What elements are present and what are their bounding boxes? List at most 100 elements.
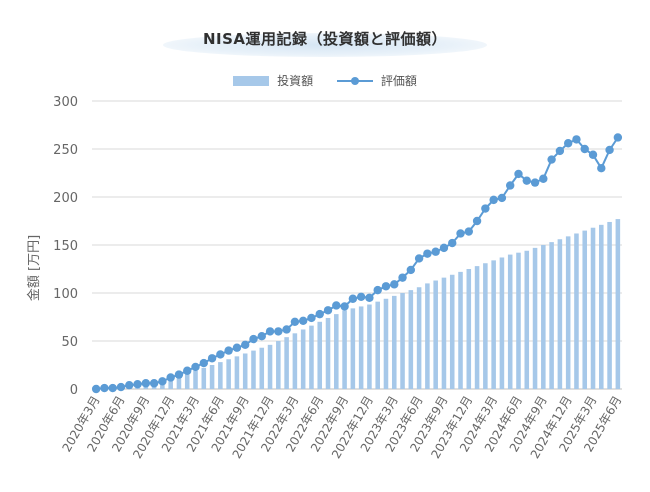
- bar: [425, 283, 430, 389]
- valuation-point: [423, 249, 432, 258]
- legend-label-investment: 投資額: [277, 74, 314, 88]
- valuation-point: [315, 309, 324, 319]
- valuation-point: [174, 370, 184, 379]
- valuation-point: [108, 383, 117, 393]
- bar: [458, 271, 463, 389]
- valuation-point: [597, 164, 606, 173]
- bar: [474, 266, 480, 389]
- bar: [367, 304, 372, 389]
- valuation-point: [116, 382, 126, 392]
- valuation-point: [497, 193, 507, 203]
- valuation-point: [91, 384, 101, 394]
- valuation-point: [282, 325, 291, 334]
- bar: [549, 242, 554, 389]
- valuation-point: [257, 332, 266, 341]
- valuation-point: [133, 380, 142, 389]
- bar: [342, 310, 347, 389]
- line-series-valuation: [91, 133, 623, 394]
- valuation-point: [224, 346, 233, 355]
- valuation-point: [307, 313, 316, 323]
- valuation-point: [141, 379, 151, 388]
- bar: [607, 221, 612, 389]
- valuation-point: [481, 204, 490, 213]
- bar: [350, 308, 356, 389]
- y-tick-labels: 0 50 100 150 200 250 300: [53, 95, 78, 398]
- y-tick-label: 0: [70, 383, 78, 398]
- bar: [276, 341, 281, 389]
- valuation-point: [207, 354, 217, 363]
- y-tick-label: 100: [53, 287, 78, 302]
- valuation-point: [522, 176, 531, 185]
- legend: 投資額 評価額: [0, 72, 650, 89]
- bar: [524, 250, 530, 389]
- bar: [516, 252, 521, 389]
- bar: [582, 230, 588, 389]
- legend-item-valuation: 評価額: [336, 72, 417, 89]
- valuation-point: [572, 135, 581, 144]
- valuation-line: [95, 136, 619, 390]
- bar: [483, 263, 488, 389]
- valuation-point: [166, 373, 175, 382]
- y-tick-label: 300: [53, 95, 78, 110]
- valuation-point: [298, 316, 308, 326]
- valuation-point: [555, 146, 565, 156]
- bar: [557, 239, 563, 389]
- bar: [259, 347, 265, 389]
- bar: [375, 301, 380, 389]
- valuation-point: [547, 155, 556, 164]
- valuation-point: [348, 294, 358, 303]
- bar: [292, 333, 298, 389]
- y-tick-label: 50: [61, 335, 78, 350]
- valuation-point: [149, 379, 159, 388]
- valuation-point: [290, 317, 300, 326]
- valuation-point: [381, 282, 391, 291]
- legend-item-investment: 投資額: [233, 72, 313, 89]
- valuation-point: [232, 343, 242, 352]
- valuation-point: [323, 306, 333, 315]
- bar: [358, 306, 364, 389]
- bar: [590, 227, 596, 389]
- bar: [193, 370, 198, 389]
- bar: [267, 344, 273, 389]
- valuation-point: [506, 181, 515, 190]
- bar: [309, 325, 314, 389]
- bar: [499, 257, 505, 389]
- bar: [317, 321, 323, 389]
- bar: [209, 365, 215, 389]
- valuation-point: [539, 174, 548, 183]
- valuation-point: [274, 327, 283, 336]
- valuation-point: [448, 238, 457, 248]
- valuation-point: [472, 216, 482, 226]
- bar: [284, 337, 289, 389]
- bar: [433, 280, 438, 389]
- valuation-point: [414, 254, 424, 263]
- bar: [541, 245, 546, 389]
- valuation-point: [530, 178, 540, 187]
- bar: [176, 376, 182, 389]
- bar: [184, 373, 190, 389]
- valuation-point: [580, 144, 589, 154]
- title-highlight: [163, 33, 487, 57]
- legend-label-valuation: 評価額: [380, 74, 417, 88]
- bar: [565, 236, 571, 389]
- valuation-point: [100, 383, 109, 393]
- legend-line-swatch: [336, 76, 373, 86]
- valuation-point: [489, 195, 498, 205]
- y-tick-label: 200: [53, 191, 78, 206]
- bar: [507, 254, 513, 389]
- valuation-point: [456, 229, 465, 238]
- valuation-point: [183, 366, 192, 375]
- bar: [416, 287, 422, 389]
- valuation-point: [588, 150, 598, 159]
- bar: [466, 269, 472, 389]
- valuation-point: [332, 301, 341, 310]
- valuation-point: [265, 327, 275, 336]
- bar: [408, 290, 414, 389]
- bar: [491, 260, 496, 389]
- valuation-point: [356, 292, 366, 302]
- valuation-point: [158, 377, 167, 386]
- bar: [383, 298, 389, 389]
- bar: [441, 277, 447, 389]
- valuation-point: [605, 145, 614, 155]
